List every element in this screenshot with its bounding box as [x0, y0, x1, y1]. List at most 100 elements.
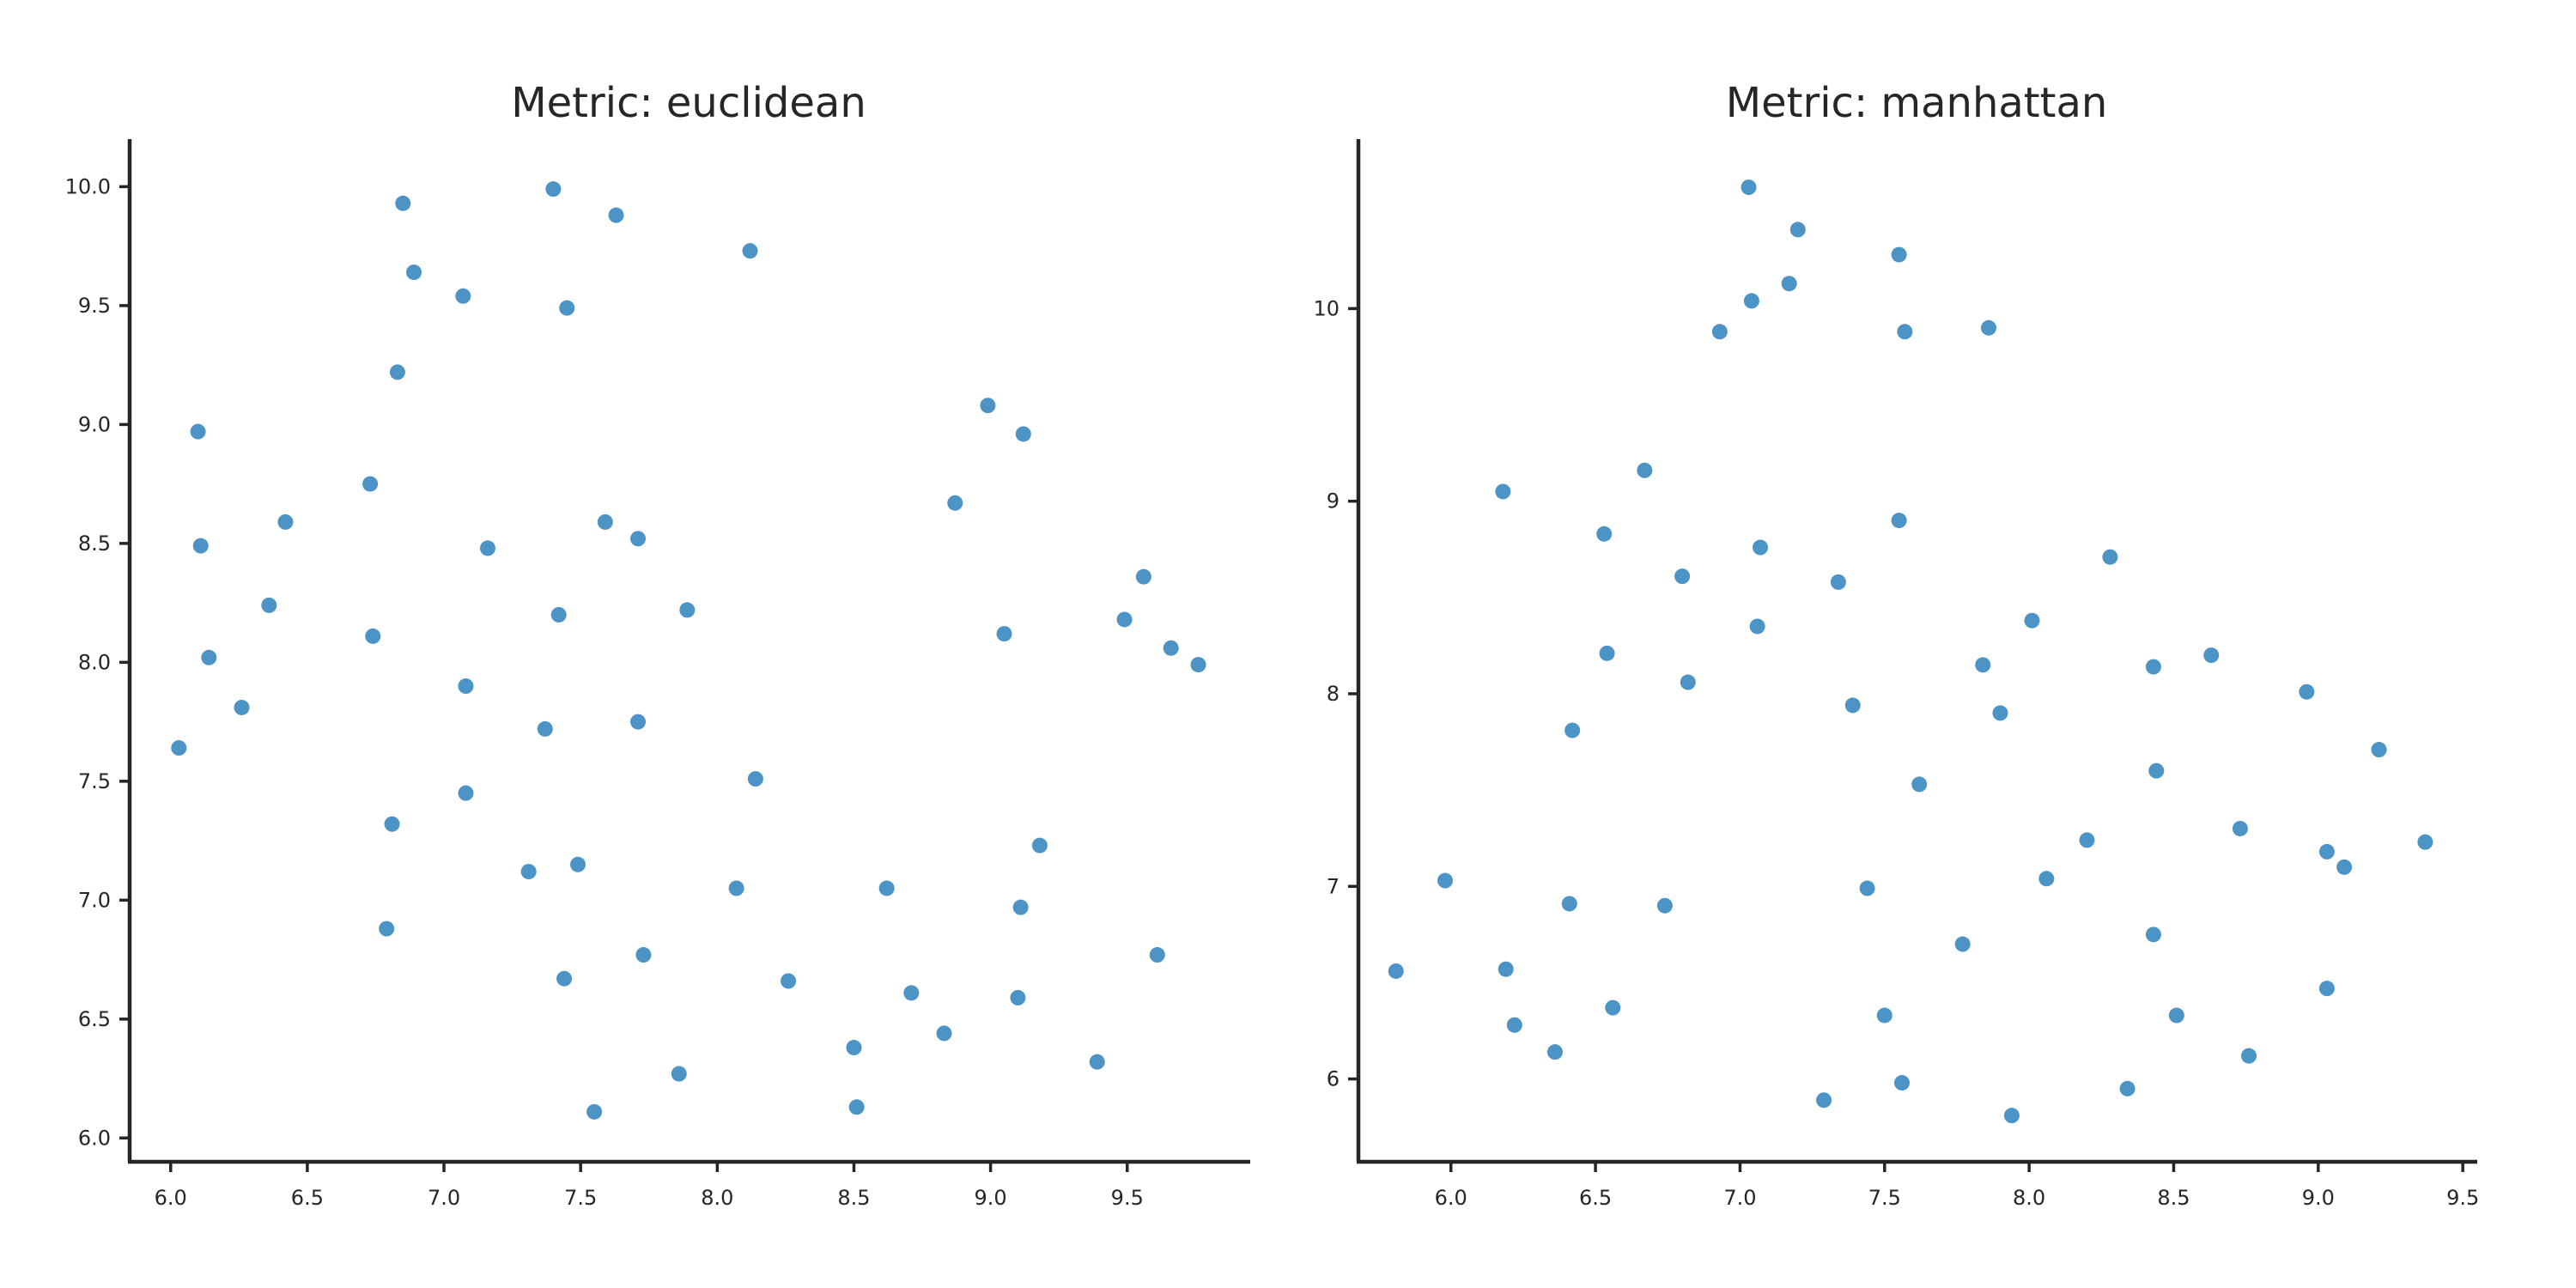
scatter-point	[2079, 832, 2095, 848]
scatter-point	[395, 195, 411, 211]
scatter-point	[570, 856, 586, 872]
scatter-point	[1674, 568, 1691, 585]
scatter-point	[171, 740, 187, 756]
scatter-point	[1954, 936, 1971, 952]
scatter-point	[1388, 963, 1404, 979]
scatter-point	[1816, 1092, 1832, 1109]
x-tick-label: 8.0	[2013, 1186, 2045, 1210]
y-tick-label: 7.0	[78, 888, 111, 912]
scatter-point	[903, 985, 920, 1001]
scatter-point	[846, 1040, 862, 1056]
scatter-point	[1163, 640, 1179, 656]
scatter-point	[2003, 1108, 2020, 1124]
scatter-point	[2371, 742, 2387, 758]
scatter-point	[2318, 843, 2335, 860]
x-tick-label: 6.5	[1579, 1186, 1612, 1210]
scatter-point	[2232, 820, 2248, 836]
scatter-point	[1089, 1054, 1105, 1070]
scatter-point	[1711, 324, 1728, 340]
scatter-point	[1891, 513, 1907, 529]
scatter-point	[379, 920, 395, 937]
scatter-point	[2299, 683, 2315, 700]
scatter-point	[458, 785, 474, 801]
scatter-point	[537, 720, 553, 737]
scatter-point	[1749, 618, 1765, 635]
scatter-point	[1975, 657, 1991, 673]
scatter-point	[1637, 462, 1653, 478]
scatter-point	[597, 513, 613, 530]
y-tick-label: 9	[1327, 489, 1340, 513]
scatter-point	[1437, 872, 1454, 889]
scatter-point	[192, 538, 209, 554]
y-tick-label: 6.5	[78, 1007, 111, 1031]
y-tick-label: 9.5	[78, 294, 111, 318]
scatter-point	[1498, 961, 1514, 977]
scatter-point	[747, 771, 763, 787]
scatter-point	[878, 880, 895, 896]
scatter-point	[1495, 483, 1511, 500]
scatter-point	[635, 947, 652, 963]
panel-euclidean: Metric: euclidean 6.0 6.5 7.0 7.5 8.0 8.5 9.0 9…	[65, 79, 1250, 1210]
scatter-point	[1911, 776, 1928, 793]
scatter-point	[2102, 549, 2118, 565]
scatter-point	[2336, 859, 2353, 875]
scatter-point	[1599, 645, 1615, 661]
x-tick-label: 6.5	[291, 1186, 324, 1210]
y-tick-label: 8.0	[78, 650, 111, 674]
x-tick-label: 8.5	[837, 1186, 870, 1210]
scatter-point	[1897, 324, 1913, 340]
scatter-point	[1876, 1007, 1893, 1024]
scatter-point	[1012, 899, 1029, 915]
scatter-point	[365, 628, 381, 644]
scatter-point	[1605, 999, 1621, 1016]
scatter-point	[479, 540, 495, 556]
scatter-point	[936, 1025, 952, 1042]
y-tick-label: 10	[1313, 296, 1340, 320]
x-tick-label: 7.0	[428, 1186, 460, 1210]
scatter-point	[520, 864, 537, 880]
scatter-point	[2203, 647, 2220, 664]
scatter-point	[1015, 426, 1031, 442]
scatter-point	[1506, 1017, 1522, 1033]
scatter-point	[947, 495, 963, 511]
scatter-point	[1741, 179, 1757, 196]
x-tick-label: 9.0	[975, 1186, 1007, 1210]
x-tick-label: 6.0	[1435, 1186, 1467, 1210]
scatter-point	[586, 1103, 603, 1120]
scatter-point	[1781, 276, 1797, 292]
scatter-point	[2145, 927, 2161, 943]
scatter-point	[1149, 947, 1165, 963]
scatter-point	[2119, 1080, 2136, 1097]
scatter-point	[362, 476, 379, 492]
scatter-point	[1992, 705, 2008, 721]
scatter-point	[1656, 897, 1673, 914]
scatter-point	[1830, 574, 1846, 590]
scatter-point	[742, 243, 758, 259]
scatter-point	[455, 288, 471, 304]
scatter-point	[389, 364, 405, 380]
x-tick-label: 6.0	[155, 1186, 187, 1210]
scatter-point	[1859, 880, 1875, 896]
scatter-point	[190, 423, 206, 440]
scatter-point	[556, 970, 573, 987]
scatter-point	[1680, 674, 1696, 690]
scatter-point	[1561, 896, 1577, 912]
scatter-point	[996, 626, 1012, 642]
scatter-point	[671, 1066, 687, 1082]
scatter-point	[2038, 871, 2055, 887]
x-tick-label: 8.0	[701, 1186, 733, 1210]
y-tick-label: 6	[1327, 1067, 1340, 1091]
scatter-point	[201, 649, 217, 665]
scatter-point	[781, 973, 797, 989]
scatter-point	[1031, 837, 1048, 854]
y-tick-label: 8.5	[78, 532, 111, 556]
scatter-point	[848, 1099, 865, 1115]
scatter-point	[1564, 722, 1581, 738]
scatter-point	[1893, 1075, 1910, 1091]
scatter-point	[2148, 762, 2165, 779]
scatter-point	[2241, 1048, 2257, 1064]
y-tick-label: 7.5	[78, 769, 111, 793]
scatter-point	[630, 531, 647, 547]
scatter-point	[458, 678, 474, 695]
